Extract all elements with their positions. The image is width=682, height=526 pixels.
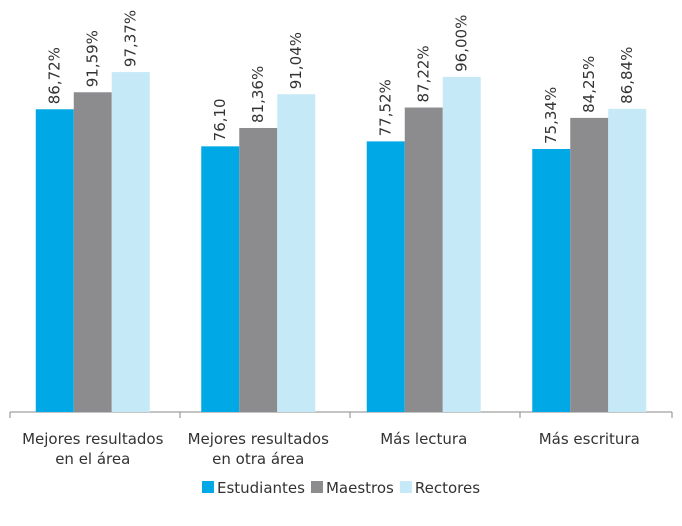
x-tick-label-line: Más lectura bbox=[380, 430, 467, 448]
bar bbox=[404, 107, 443, 412]
x-tick-label: Mejores resultados en otra área bbox=[188, 430, 329, 468]
legend-swatch bbox=[310, 481, 323, 493]
legend-label: Rectores bbox=[415, 479, 480, 497]
x-tick-label-line: Mejores resultados bbox=[22, 430, 163, 448]
data-label: 91,59% bbox=[84, 30, 102, 87]
data-label: 86,84% bbox=[618, 47, 636, 104]
data-label: 84,25% bbox=[580, 56, 598, 113]
bar bbox=[442, 76, 481, 412]
bar bbox=[35, 109, 74, 412]
x-tick-label-line: Mejores resultados bbox=[188, 430, 329, 448]
bar bbox=[239, 127, 278, 412]
data-label: 91,04% bbox=[287, 32, 305, 89]
x-tick-label-line: en otra área bbox=[212, 450, 304, 468]
legend-label: Estudiantes bbox=[217, 479, 305, 497]
legend-swatch bbox=[201, 481, 214, 493]
x-tick-label-line: en el área bbox=[55, 450, 130, 468]
data-label: 76,10 bbox=[211, 98, 229, 141]
bar bbox=[277, 94, 316, 413]
bar bbox=[532, 148, 571, 412]
data-label: 77,52% bbox=[377, 79, 395, 136]
bar bbox=[73, 92, 112, 412]
legend: Estudiantes Maestros Rectores bbox=[201, 479, 480, 497]
x-tick-label: Más lectura bbox=[380, 430, 467, 448]
x-tick-label-line: Más escritura bbox=[539, 430, 640, 448]
data-label: 81,36% bbox=[249, 66, 267, 123]
bar bbox=[366, 141, 405, 413]
legend-swatch bbox=[399, 481, 412, 493]
bar bbox=[201, 146, 240, 413]
bar bbox=[111, 72, 150, 412]
data-label: 87,22% bbox=[415, 45, 433, 102]
data-label: 96,00% bbox=[453, 15, 471, 72]
x-tick-label: Mejores resultados en el área bbox=[22, 430, 163, 468]
bar bbox=[608, 108, 647, 412]
x-tick-label: Más escritura bbox=[539, 430, 640, 448]
legend-label: Maestros bbox=[326, 479, 394, 497]
bar bbox=[570, 117, 609, 413]
data-label: 86,72% bbox=[46, 47, 64, 104]
data-label: 97,37% bbox=[122, 10, 140, 67]
data-label: 75,34% bbox=[542, 87, 560, 144]
axis-ticks bbox=[9, 412, 673, 418]
